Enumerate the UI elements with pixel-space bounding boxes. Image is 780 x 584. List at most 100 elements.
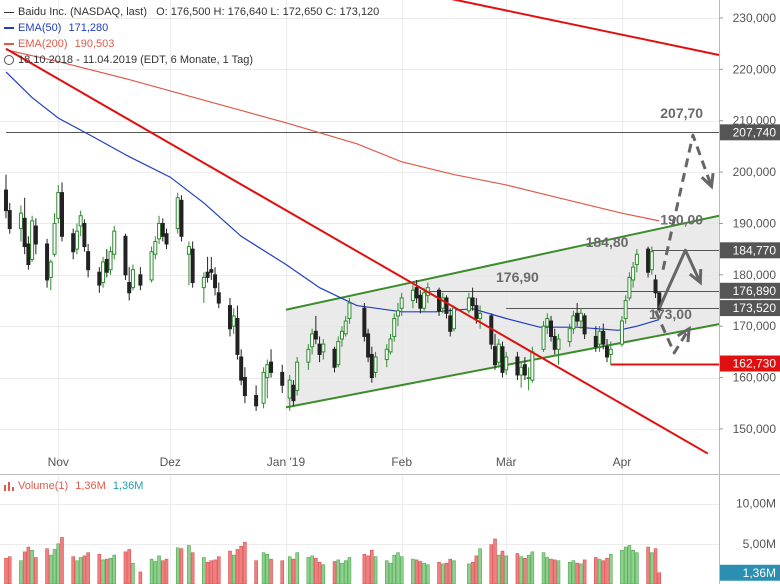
- candle-body: [414, 287, 419, 299]
- candle-body: [451, 307, 456, 330]
- volume-bar: [650, 552, 654, 584]
- candle-body: [496, 343, 501, 363]
- volume-bar: [631, 550, 635, 584]
- candle-body: [474, 305, 479, 319]
- candle-body: [504, 356, 509, 371]
- price-label-box: [720, 282, 780, 299]
- candle-body: [48, 261, 53, 278]
- volume-bar: [605, 558, 609, 584]
- candle-body: [313, 330, 318, 340]
- volume-bar: [388, 562, 393, 584]
- candle-body: [22, 217, 27, 248]
- candle-body: [567, 328, 572, 343]
- volume-bar: [86, 552, 90, 584]
- candle-body: [112, 230, 117, 255]
- volume-bar: [52, 549, 57, 584]
- ema200-value: 190,503: [74, 38, 115, 50]
- volume-bar: [497, 554, 501, 584]
- volume-bar: [582, 559, 587, 584]
- candle-body: [306, 348, 311, 363]
- candle-body: [7, 210, 12, 230]
- candle-body: [216, 292, 221, 304]
- ema200-line: [5, 49, 660, 222]
- candle-body: [478, 312, 483, 319]
- candle-body: [388, 338, 393, 353]
- y-tick-label: 220,000: [733, 62, 777, 76]
- candle-body: [601, 330, 606, 345]
- volume-bar: [19, 560, 23, 584]
- volume-bar: [56, 543, 61, 584]
- candle-body: [287, 379, 292, 399]
- volume-bar: [489, 544, 494, 584]
- candle-body: [500, 346, 505, 373]
- volume-bar: [594, 557, 598, 584]
- candle-body: [123, 235, 128, 276]
- candle-body: [347, 302, 352, 319]
- volume-bar: [179, 548, 184, 584]
- volume-bar: [321, 564, 326, 584]
- ema-layer: [5, 49, 660, 331]
- candle-body: [130, 269, 135, 289]
- candle-body: [78, 215, 83, 227]
- chart-legend: Baidu Inc. (NASDAQ, last) O: 176,500 H: …: [4, 4, 379, 68]
- projection-path: [657, 248, 702, 309]
- candle-body: [295, 361, 300, 391]
- candle-body: [190, 248, 195, 284]
- volume-bar: [414, 559, 419, 584]
- candle-body: [280, 371, 285, 386]
- volume-bar: [370, 550, 374, 584]
- price-label-box: [720, 300, 780, 317]
- candle-body: [213, 274, 218, 289]
- candle-body: [153, 240, 158, 255]
- volume-bar: [366, 555, 370, 584]
- candle-body: [239, 356, 244, 381]
- candle-body: [399, 297, 404, 309]
- candle-body: [127, 282, 132, 294]
- volume-layer: [4, 537, 662, 584]
- volume-tick-label: 5,00M: [743, 537, 776, 551]
- candle-body: [466, 297, 471, 312]
- volume-bar: [336, 559, 340, 584]
- volume-bar: [164, 558, 169, 584]
- volume-bar: [347, 557, 352, 584]
- volume-bar: [317, 562, 322, 584]
- candle-body: [310, 333, 315, 348]
- candle-body: [493, 346, 498, 366]
- candle-body: [104, 258, 109, 273]
- volume-bar: [448, 558, 452, 584]
- volume-bar: [530, 551, 535, 584]
- candle-body: [261, 371, 266, 404]
- candle-body: [522, 364, 527, 376]
- price-label-text: 162,730: [733, 357, 777, 371]
- candle-body: [33, 225, 38, 245]
- candle-body: [209, 269, 214, 273]
- candle-body: [646, 248, 651, 273]
- price-label-box: [720, 124, 780, 141]
- candle-body: [556, 338, 561, 350]
- volume-bar: [392, 554, 396, 584]
- candle-body: [160, 222, 165, 237]
- candle-body: [649, 251, 654, 271]
- candle-body: [575, 312, 580, 322]
- volume-bar: [385, 560, 389, 584]
- ema50-line: [5, 71, 660, 331]
- axes-layer: 150,000 160,000 170,000 180,000 190,000 200,0…: [48, 11, 780, 581]
- candle-body: [186, 246, 191, 255]
- volume-bar: [26, 546, 31, 584]
- volume-bar: [571, 560, 576, 584]
- volume-bar: [411, 558, 415, 584]
- volume-bar: [500, 550, 505, 584]
- candle-body: [395, 310, 400, 317]
- candle-body: [410, 289, 415, 301]
- candle-body: [593, 335, 598, 348]
- x-tick-label: Feb: [391, 455, 412, 469]
- projection-path: [661, 133, 713, 271]
- candle-body: [254, 395, 259, 407]
- candle-body: [369, 353, 374, 379]
- volume-bar: [261, 552, 266, 584]
- candle-body: [392, 317, 397, 337]
- candle-body: [444, 297, 449, 314]
- candle-body: [18, 212, 23, 230]
- volume-bar: [127, 549, 131, 584]
- candle-body: [362, 307, 367, 337]
